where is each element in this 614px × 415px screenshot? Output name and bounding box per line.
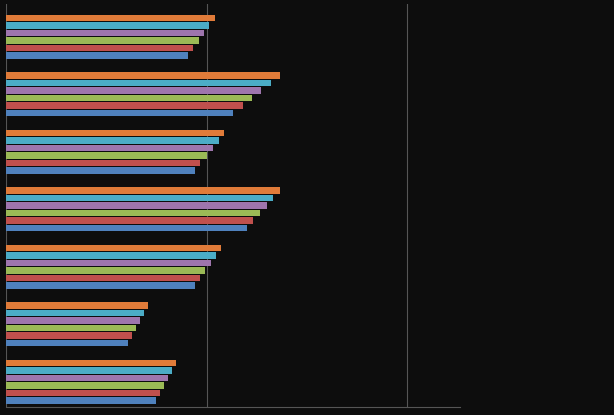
Bar (6, 225, 247, 231)
Bar (6, 37, 198, 44)
Bar (6, 87, 262, 94)
Bar (6, 80, 271, 86)
Bar (6, 160, 200, 166)
Bar (6, 339, 128, 346)
Bar (6, 375, 168, 381)
Bar (6, 202, 266, 209)
Bar (6, 195, 273, 201)
Bar (6, 217, 254, 224)
Bar (6, 15, 215, 21)
Bar (6, 52, 188, 59)
Bar (6, 210, 260, 216)
Bar (6, 44, 193, 51)
Bar (6, 244, 221, 251)
Bar (6, 390, 160, 396)
Bar (6, 317, 140, 324)
Bar (6, 252, 216, 259)
Bar (6, 187, 280, 194)
Bar (6, 137, 219, 144)
Bar (6, 29, 204, 36)
Bar (6, 167, 195, 174)
Bar (6, 72, 280, 79)
Bar (6, 267, 205, 274)
Bar (6, 22, 209, 29)
Bar (6, 275, 200, 281)
Bar (6, 325, 136, 331)
Bar (6, 360, 176, 366)
Bar (6, 332, 132, 339)
Bar (6, 302, 148, 309)
Bar (6, 260, 211, 266)
Bar (6, 129, 224, 136)
Bar (6, 397, 156, 404)
Bar (6, 102, 243, 109)
Bar (6, 144, 213, 151)
Bar (6, 382, 164, 389)
Bar (6, 110, 233, 116)
Bar (6, 282, 195, 289)
Bar (6, 152, 206, 159)
Bar (6, 367, 172, 374)
Bar (6, 310, 144, 316)
Bar (6, 95, 252, 101)
